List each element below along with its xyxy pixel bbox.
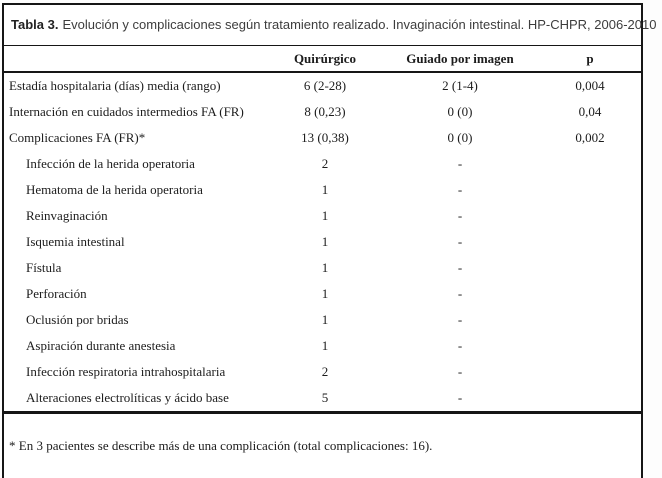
value-quirurgico: 8 (0,23) xyxy=(304,104,346,119)
value-p xyxy=(539,307,641,333)
table-row: Complicaciones FA (FR)* 13 (0,38) 0 (0) … xyxy=(4,125,641,151)
table-caption-text: Evolución y complicaciones según tratami… xyxy=(62,17,657,32)
table-frame: Tabla 3. Evolución y complicaciones según… xyxy=(2,3,656,478)
value-quirurgico: 1 xyxy=(321,286,329,301)
row-label: Isquemia intestinal xyxy=(26,234,125,249)
value-quirurgico: 1 xyxy=(321,312,329,327)
header-p-value: p xyxy=(539,46,641,73)
value-p xyxy=(539,229,641,255)
value-p xyxy=(539,359,641,385)
table-row: Infección de la herida operatoria 2 - xyxy=(4,151,641,177)
value-guiado: - xyxy=(457,364,463,379)
row-label: Infección de la herida operatoria xyxy=(26,156,195,171)
value-quirurgico: 2 xyxy=(321,364,329,379)
value-quirurgico: 1 xyxy=(321,338,329,353)
row-label: Estadía hospitalaria (días) media (rango… xyxy=(9,78,221,93)
header-empty xyxy=(4,46,269,73)
value-guiado: - xyxy=(457,260,463,275)
value-guiado: - xyxy=(457,182,463,197)
row-label: Infección respiratoria intrahospitalaria xyxy=(26,364,226,379)
row-label: Reinvaginación xyxy=(26,208,108,223)
table-row: Reinvaginación 1 - xyxy=(4,203,641,229)
row-label: Internación en cuidados intermedios FA (… xyxy=(9,104,244,119)
table-footnote: * En 3 pacientes se describe más de una … xyxy=(9,438,433,453)
value-quirurgico: 2 xyxy=(321,156,329,171)
value-guiado: 2 (1-4) xyxy=(442,78,478,93)
row-label: Fístula xyxy=(26,260,62,275)
value-quirurgico: 1 xyxy=(321,182,329,197)
value-p xyxy=(539,151,641,177)
value-guiado: - xyxy=(457,312,463,327)
value-guiado: - xyxy=(381,385,539,414)
value-quirurgico: 5 xyxy=(269,385,381,414)
value-guiado: - xyxy=(457,208,463,223)
value-quirurgico: 6 (2-28) xyxy=(303,78,347,93)
table-row: Isquemia intestinal 1 - xyxy=(4,229,641,255)
table-row: Internación en cuidados intermedios FA (… xyxy=(4,99,641,125)
table-number: Tabla 3. xyxy=(11,17,59,32)
value-guiado: - xyxy=(457,156,463,171)
table-row: Perforación 1 - xyxy=(4,281,641,307)
value-p xyxy=(539,281,641,307)
table-row: Infección respiratoria intrahospitalaria… xyxy=(4,359,641,385)
value-p: 0,04 xyxy=(578,104,602,119)
value-quirurgico: 1 xyxy=(321,208,329,223)
row-label: Aspiración durante anestesia xyxy=(26,338,176,353)
header-quirurgico: Quirúrgico xyxy=(269,46,381,73)
value-guiado: - xyxy=(457,286,463,301)
value-quirurgico: 1 xyxy=(321,260,329,275)
table-row: Fístula 1 - xyxy=(4,255,641,281)
table-row: Aspiración durante anestesia 1 - xyxy=(4,333,641,359)
row-label: Complicaciones FA (FR)* xyxy=(9,130,146,145)
value-quirurgico: 1 xyxy=(321,234,329,249)
value-quirurgico: 13 (0,38) xyxy=(301,130,349,145)
table-row: Oclusión por bridas 1 - xyxy=(4,307,641,333)
table-row: Hematoma de la herida operatoria 1 - xyxy=(4,177,641,203)
value-p xyxy=(539,255,641,281)
value-guiado: 0 (0) xyxy=(447,104,473,119)
header-guiado-por-imagen: Guiado por imagen xyxy=(381,46,539,73)
table-row: Alteraciones electrolíticas y ácido base… xyxy=(4,385,641,414)
row-label: Perforación xyxy=(26,286,87,301)
table-caption: Tabla 3. Evolución y complicaciones según… xyxy=(4,5,656,46)
value-guiado: - xyxy=(457,338,463,353)
table-header-row: Quirúrgico Guiado por imagen p xyxy=(4,46,641,73)
row-label: Alteraciones electrolíticas y ácido base xyxy=(4,385,269,414)
value-p xyxy=(539,203,641,229)
value-p xyxy=(539,333,641,359)
value-p: 0,002 xyxy=(575,130,605,145)
value-p: 0,004 xyxy=(575,78,605,93)
row-label: Hematoma de la herida operatoria xyxy=(26,182,203,197)
value-guiado: 0 (0) xyxy=(447,130,473,145)
table-row: Estadía hospitalaria (días) media (rango… xyxy=(4,72,641,99)
value-p xyxy=(539,385,641,414)
results-table: Quirúrgico Guiado por imagen p Estadía h… xyxy=(4,46,641,414)
value-guiado: - xyxy=(457,234,463,249)
value-p xyxy=(539,177,641,203)
row-label: Oclusión por bridas xyxy=(26,312,129,327)
